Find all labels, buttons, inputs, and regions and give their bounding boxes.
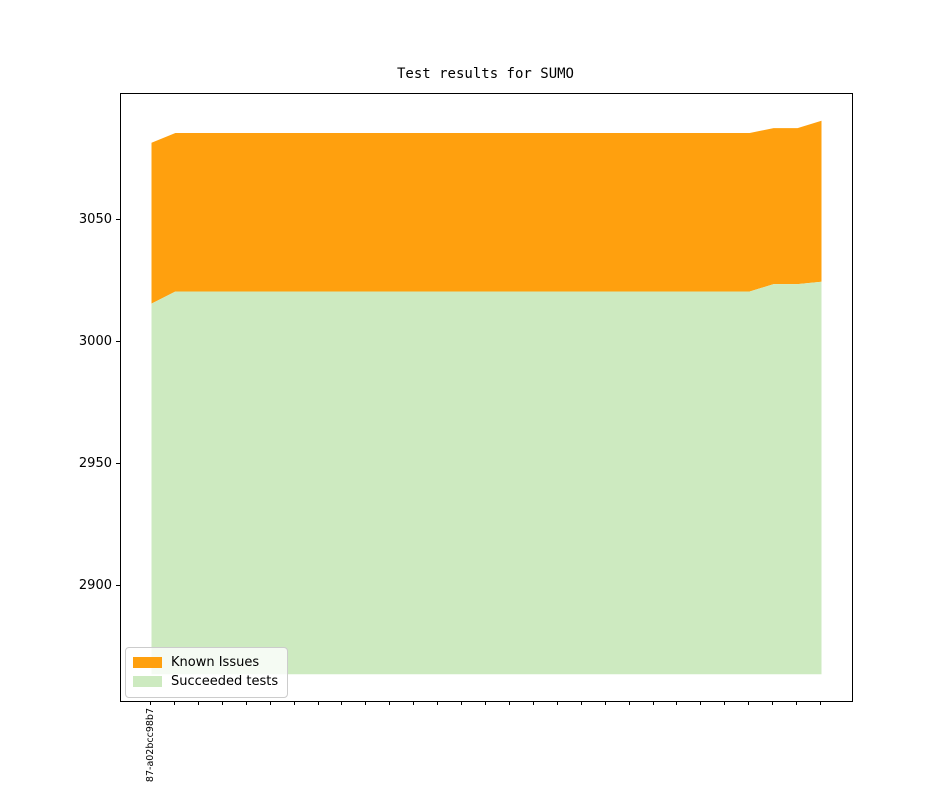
x-tick-mark: [485, 701, 486, 705]
y-tick-mark: [116, 219, 120, 221]
x-tick-mark: [796, 701, 798, 705]
legend-swatch: [133, 676, 162, 687]
x-tick-label: 87-a02bcc98b7: [144, 708, 156, 783]
y-tick-label: 3000: [78, 334, 112, 350]
plot-area: [120, 93, 853, 702]
x-tick-mark: [197, 701, 199, 705]
x-tick-mark: [341, 701, 343, 705]
x-tick-mark: [748, 701, 750, 705]
x-tick-mark: [604, 701, 606, 705]
y-tick-label: 3050: [78, 212, 112, 228]
x-tick-mark: [461, 701, 463, 705]
x-tick-mark: [365, 701, 367, 705]
legend: Known Issues Succeeded tests: [125, 647, 289, 698]
stacked-area-plot: [151, 120, 822, 675]
x-tick-mark: [413, 701, 415, 705]
area-succeeded-tests: [151, 281, 822, 675]
legend-label: Succeeded tests: [171, 674, 279, 689]
x-tick-mark: [245, 701, 247, 705]
x-tick-mark: [628, 701, 630, 705]
x-tick-mark: [150, 701, 151, 705]
x-tick-mark: [580, 701, 582, 705]
x-tick-mark: [772, 701, 774, 705]
x-tick-mark: [820, 701, 821, 705]
x-tick-mark: [508, 701, 510, 705]
chart-title: Test results for SUMO: [396, 66, 574, 82]
x-tick-mark: [269, 701, 271, 705]
legend-item-known-issues: Known Issues: [133, 653, 278, 672]
x-tick-mark: [676, 701, 678, 705]
x-tick-mark: [556, 701, 558, 705]
legend-label: Known Issues: [171, 655, 260, 670]
y-tick-mark: [116, 341, 120, 343]
y-tick-mark: [116, 463, 120, 465]
x-tick-mark: [652, 701, 654, 705]
y-tick-label: 2900: [78, 577, 112, 593]
x-tick-mark: [700, 701, 702, 705]
y-tick-mark: [116, 584, 120, 586]
y-tick-label: 2950: [78, 456, 112, 472]
x-tick-mark: [317, 701, 319, 705]
x-tick-mark: [724, 701, 726, 705]
x-tick-mark: [293, 701, 295, 705]
x-tick-mark: [437, 701, 439, 705]
legend-item-succeeded-tests: Succeeded tests: [133, 672, 278, 691]
x-tick-mark: [389, 701, 391, 705]
x-tick-mark: [173, 701, 175, 705]
legend-swatch: [133, 657, 162, 668]
x-tick-mark: [221, 701, 223, 705]
x-tick-mark: [532, 701, 534, 705]
area-known-issues: [151, 120, 822, 304]
